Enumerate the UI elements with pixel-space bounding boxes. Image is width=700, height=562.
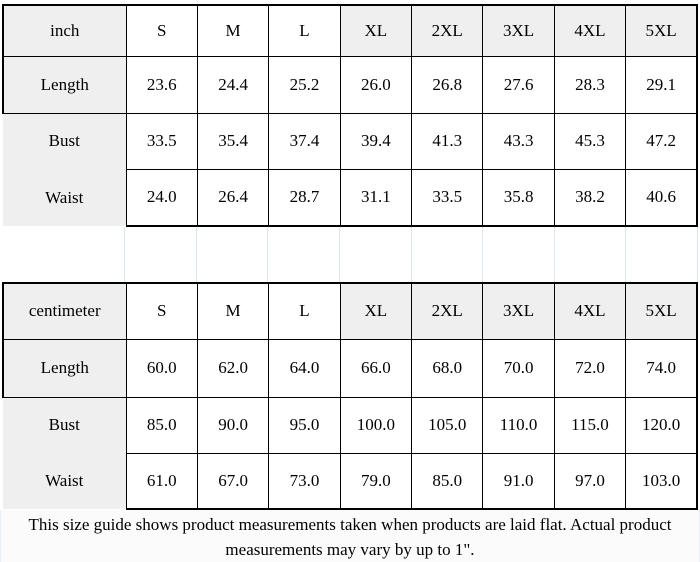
value-cell: 120.0 xyxy=(625,396,699,454)
value-cell: 27.6 xyxy=(482,55,555,114)
gridline xyxy=(268,227,340,282)
gridline xyxy=(555,227,627,282)
value-cell: 33.5 xyxy=(410,168,484,227)
measurement-row: Length 23.6 24.4 25.2 26.0 26.8 27.6 28.… xyxy=(2,55,699,114)
row-label-cell: Bust xyxy=(3,112,127,169)
measurement-row: Bust 85.0 90.0 95.0 100.0 105.0 110.0 11… xyxy=(3,396,699,454)
gridline xyxy=(125,227,197,282)
value-cell: 79.0 xyxy=(339,452,413,510)
value-cell: 67.0 xyxy=(196,452,270,510)
value-cell: 74.0 xyxy=(625,338,699,398)
measurement-row: Bust 33.5 35.4 37.4 39.4 41.3 43.3 45.3 … xyxy=(3,112,699,170)
value-cell: 45.3 xyxy=(553,112,627,170)
value-cell: 35.8 xyxy=(482,168,555,227)
gridline xyxy=(483,227,555,282)
row-label-cell: Length xyxy=(2,55,127,114)
row-label-cell: Length xyxy=(2,338,127,398)
size-header-cell: 4XL xyxy=(553,282,627,340)
value-cell: 40.6 xyxy=(625,168,699,227)
value-cell: 24.4 xyxy=(196,55,270,114)
value-cell: 73.0 xyxy=(268,452,341,510)
size-guide-note-text: This size guide shows product measuremen… xyxy=(28,514,672,559)
value-cell: 115.0 xyxy=(553,396,627,454)
size-header-cell: 2XL xyxy=(410,4,484,57)
value-cell: 29.1 xyxy=(625,55,699,114)
value-cell: 37.4 xyxy=(268,112,341,170)
size-guide-note: This size guide shows product measuremen… xyxy=(0,510,700,562)
value-cell: 100.0 xyxy=(339,396,413,454)
value-cell: 85.0 xyxy=(125,396,198,454)
size-header-cell: 4XL xyxy=(553,4,627,57)
value-cell: 72.0 xyxy=(553,338,627,398)
value-cell: 90.0 xyxy=(196,396,270,454)
value-cell: 61.0 xyxy=(125,452,198,510)
value-cell: 39.4 xyxy=(339,112,413,170)
row-label-cell: Bust xyxy=(3,396,127,453)
value-cell: 47.2 xyxy=(625,112,699,170)
value-cell: 33.5 xyxy=(125,112,198,170)
value-cell: 105.0 xyxy=(410,396,484,454)
size-header-cell: 3XL xyxy=(482,4,555,57)
measurement-row: Waist 24.0 26.4 28.7 31.1 33.5 35.8 38.2… xyxy=(3,168,699,227)
unit-label-cell: centimeter xyxy=(2,282,127,340)
value-cell: 103.0 xyxy=(625,452,699,510)
value-cell: 23.6 xyxy=(125,55,198,114)
value-cell: 25.2 xyxy=(268,55,341,114)
value-cell: 35.4 xyxy=(196,112,270,170)
value-cell: 97.0 xyxy=(553,452,627,510)
value-cell: 110.0 xyxy=(482,396,555,454)
gridline xyxy=(197,227,269,282)
header-row: inch S M L XL 2XL 3XL 4XL 5XL xyxy=(2,4,699,57)
value-cell: 64.0 xyxy=(268,338,341,398)
size-header-cell: M xyxy=(196,282,270,340)
value-cell: 26.0 xyxy=(339,55,413,114)
row-label-cell: Waist xyxy=(3,453,127,509)
value-cell: 95.0 xyxy=(268,396,341,454)
value-cell: 38.2 xyxy=(553,168,627,227)
size-header-cell: S xyxy=(125,4,198,57)
value-cell: 26.4 xyxy=(196,168,270,227)
row-label-cell: Waist xyxy=(3,169,127,226)
size-header-cell: L xyxy=(268,4,341,57)
size-header-cell: 3XL xyxy=(482,282,555,340)
centimeter-size-table: centimeter S M L XL 2XL 3XL 4XL 5XL Leng… xyxy=(2,282,699,510)
value-cell: 24.0 xyxy=(125,168,198,227)
size-header-cell: XL xyxy=(339,282,413,340)
header-row: centimeter S M L XL 2XL 3XL 4XL 5XL xyxy=(2,282,699,340)
size-header-cell: XL xyxy=(339,4,413,57)
size-header-cell: 5XL xyxy=(625,282,699,340)
value-cell: 62.0 xyxy=(196,338,270,398)
value-cell: 68.0 xyxy=(410,338,484,398)
value-cell: 26.8 xyxy=(410,55,484,114)
value-cell: 60.0 xyxy=(125,338,198,398)
value-cell: 28.3 xyxy=(553,55,627,114)
gridline xyxy=(626,227,698,282)
value-cell: 91.0 xyxy=(482,452,555,510)
measurement-row: Length 60.0 62.0 64.0 66.0 68.0 70.0 72.… xyxy=(2,338,699,398)
size-header-cell: 2XL xyxy=(410,282,484,340)
value-cell: 43.3 xyxy=(482,112,555,170)
gridline xyxy=(412,227,484,282)
measurement-row: Waist 61.0 67.0 73.0 79.0 85.0 91.0 97.0… xyxy=(3,452,699,510)
size-header-cell: 5XL xyxy=(625,4,699,57)
size-header-cell: M xyxy=(196,4,270,57)
size-header-cell: L xyxy=(268,282,341,340)
value-cell: 41.3 xyxy=(410,112,484,170)
value-cell: 85.0 xyxy=(410,452,484,510)
spacer-gridlines xyxy=(2,227,698,282)
unit-label-cell: inch xyxy=(2,4,127,57)
inch-size-table: inch S M L XL 2XL 3XL 4XL 5XL Length 23.… xyxy=(2,4,699,227)
value-cell: 66.0 xyxy=(339,338,413,398)
value-cell: 31.1 xyxy=(339,168,413,227)
size-header-cell: S xyxy=(125,282,198,340)
gridline xyxy=(340,227,412,282)
value-cell: 70.0 xyxy=(482,338,555,398)
value-cell: 28.7 xyxy=(268,168,341,227)
gridline xyxy=(2,227,125,282)
